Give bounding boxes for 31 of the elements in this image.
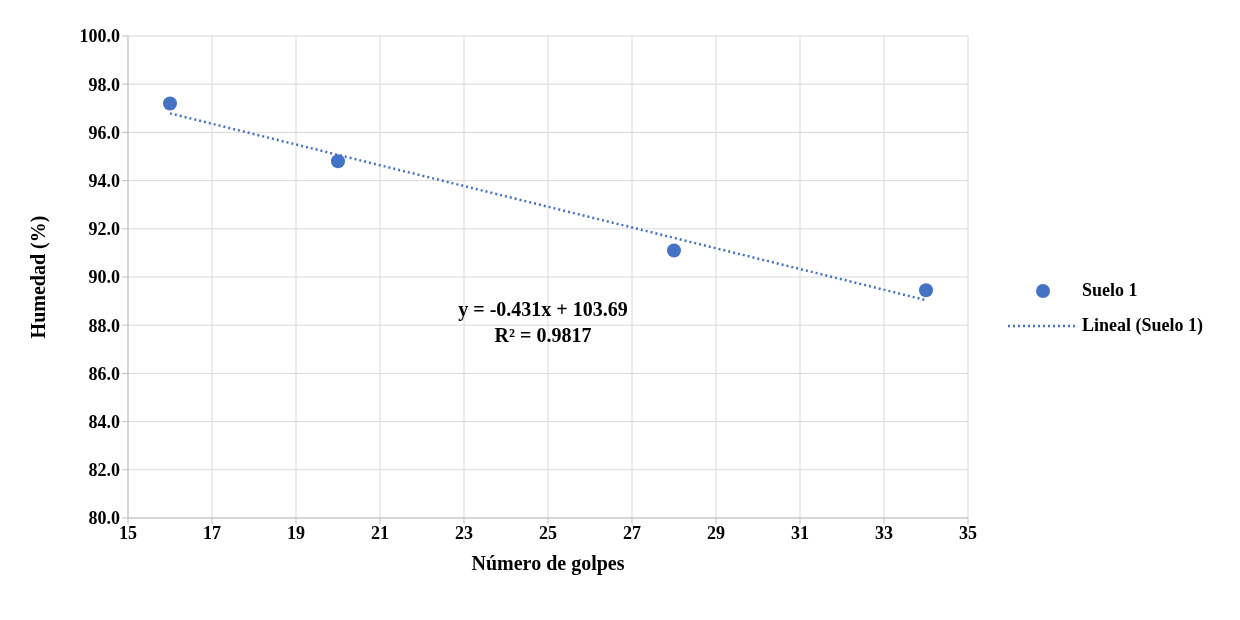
y-tick-label: 96.0 — [88, 122, 120, 143]
legend-label: Lineal (Suelo 1) — [1082, 315, 1204, 336]
x-tick-label: 21 — [371, 522, 389, 543]
legend-label: Suelo 1 — [1082, 280, 1138, 301]
point — [667, 243, 681, 258]
x-tick-label: 29 — [707, 522, 725, 543]
y-tick-label: 100.0 — [79, 26, 120, 47]
x-tick-label: 33 — [875, 522, 893, 543]
equation-note: y = -0.431x + 103.69 R² = 0.9817 — [457, 297, 629, 348]
y-tick-label: 80.0 — [88, 508, 120, 529]
x-axis-title: Número de golpes — [471, 552, 625, 575]
y-tick-label: 88.0 — [88, 315, 120, 336]
y-tick-label: 92.0 — [88, 219, 120, 240]
y-tick-label: 98.0 — [88, 74, 120, 95]
x-tick-label: 23 — [455, 522, 473, 543]
point — [163, 96, 177, 111]
y-tick-label: 82.0 — [88, 460, 120, 481]
x-tick-label: 25 — [539, 522, 557, 543]
x-tick-label: 31 — [791, 522, 809, 543]
point — [919, 283, 933, 298]
x-tick-label: 35 — [959, 522, 977, 543]
x-tick-label: 19 — [287, 522, 305, 543]
x-tick-label: 15 — [119, 522, 137, 543]
y-axis-title: Humedad (%) — [27, 215, 51, 339]
y-tick-label: 86.0 — [88, 363, 120, 384]
y-tick-label: 84.0 — [88, 411, 120, 432]
y-tick-label: 94.0 — [88, 170, 120, 191]
x-tick-label: 27 — [623, 522, 641, 543]
y-tick-label: 90.0 — [88, 267, 120, 288]
point — [331, 154, 345, 169]
x-tick-label: 17 — [203, 522, 221, 543]
